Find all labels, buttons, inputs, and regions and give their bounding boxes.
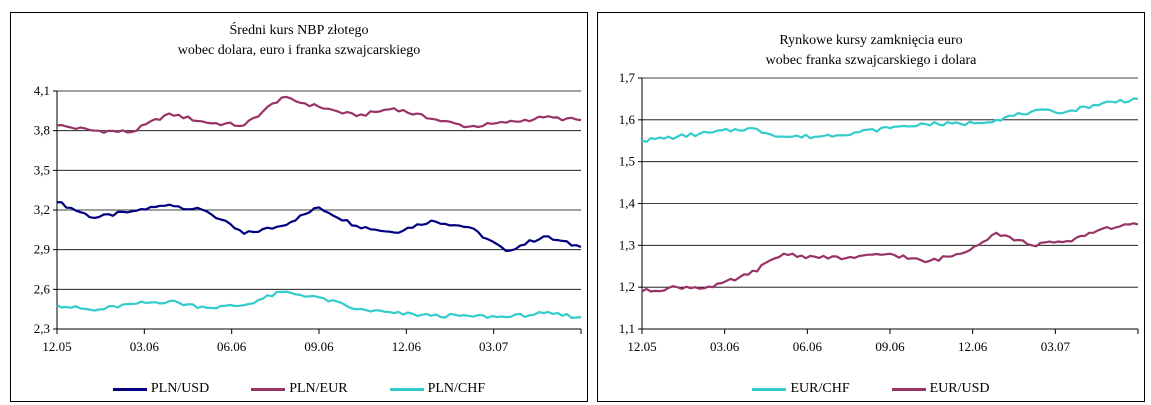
legend-item: EUR/USD	[891, 381, 990, 397]
y-tick-label: 4,1	[34, 83, 50, 98]
y-tick-label: 1,6	[619, 112, 636, 127]
y-tick-label: 1,3	[619, 237, 635, 252]
series-line	[641, 222, 1139, 293]
series-line	[641, 97, 1139, 143]
chart-plot-right: 1,1 1,2 1,3 1,4 1,5 1,6 1,7 12.05 03.06 06.06 09.0…	[619, 70, 1139, 354]
y-tick-label: 2,6	[34, 281, 51, 296]
y-tick-label: 1,7	[619, 70, 636, 85]
x-tick-label: 03.06	[130, 339, 160, 354]
y-tick-label: 2,9	[34, 242, 50, 257]
chart-panel-right: Rynkowe kursy zamknięcia euro wobec fran…	[597, 12, 1145, 402]
x-tick-label: 09.06	[304, 339, 334, 354]
x-tick-label: 12.06	[392, 339, 422, 354]
y-tick-label: 3,5	[34, 162, 50, 177]
x-tick-label: 09.06	[875, 339, 905, 354]
y-tick-label: 2,3	[34, 321, 50, 336]
legend-swatch	[891, 387, 926, 391]
chart-subtitle: wobec dolara, euro i franka szwajcarskie…	[177, 43, 421, 58]
y-tick-label: 1,1	[619, 321, 635, 336]
series-line	[56, 95, 582, 134]
x-tick-label: 12.05	[42, 339, 71, 354]
legend-label: PLN/CHF	[427, 381, 486, 396]
legend-swatch	[752, 387, 787, 391]
legend-item: EUR/CHF	[752, 381, 850, 397]
chart-title: Średni kurs NBP złotego	[229, 23, 369, 38]
legend-item: PLN/EUR	[251, 381, 348, 397]
legend-item: PLN/USD	[112, 381, 210, 397]
legend-label: PLN/EUR	[289, 381, 348, 396]
legend-label: EUR/CHF	[790, 381, 850, 396]
x-tick-label: 03.07	[1041, 339, 1071, 354]
legend-swatch	[251, 387, 286, 391]
x-tick-label: 03.07	[479, 339, 509, 354]
legend-swatch	[112, 387, 147, 391]
x-tick-label: 12.05	[627, 339, 656, 354]
chart-plot-left: 2,3 2,6 2,9 3,2 3,5 3,8 4,1 12.05 03.06 06.06 09.0…	[34, 83, 582, 354]
chart-legend-left: PLN/USD PLN/EUR PLN/CHF	[11, 381, 587, 397]
y-tick-label: 1,5	[619, 154, 635, 169]
chart-legend-right: EUR/CHF EUR/USD	[598, 381, 1144, 397]
series-line	[56, 201, 582, 253]
legend-item: PLN/CHF	[389, 381, 486, 397]
x-tick-label: 03.06	[710, 339, 740, 354]
legend-label: EUR/USD	[929, 381, 990, 396]
series-line	[56, 290, 582, 319]
chart-panel-left: Średni kurs NBP złotego wobec dolara, eu…	[10, 12, 588, 402]
y-tick-label: 1,2	[619, 279, 635, 294]
y-tick-label: 3,2	[34, 202, 50, 217]
x-tick-label: 06.06	[793, 339, 823, 354]
y-tick-label: 3,8	[34, 123, 50, 138]
x-tick-label: 06.06	[217, 339, 247, 354]
legend-swatch	[389, 387, 424, 391]
legend-label: PLN/USD	[150, 381, 210, 396]
x-tick-label: 12.06	[958, 339, 988, 354]
chart-title: Rynkowe kursy zamknięcia euro	[779, 33, 963, 48]
chart-subtitle: wobec franka szwajcarskiego i dolara	[765, 53, 977, 68]
y-tick-label: 1,4	[619, 196, 636, 211]
